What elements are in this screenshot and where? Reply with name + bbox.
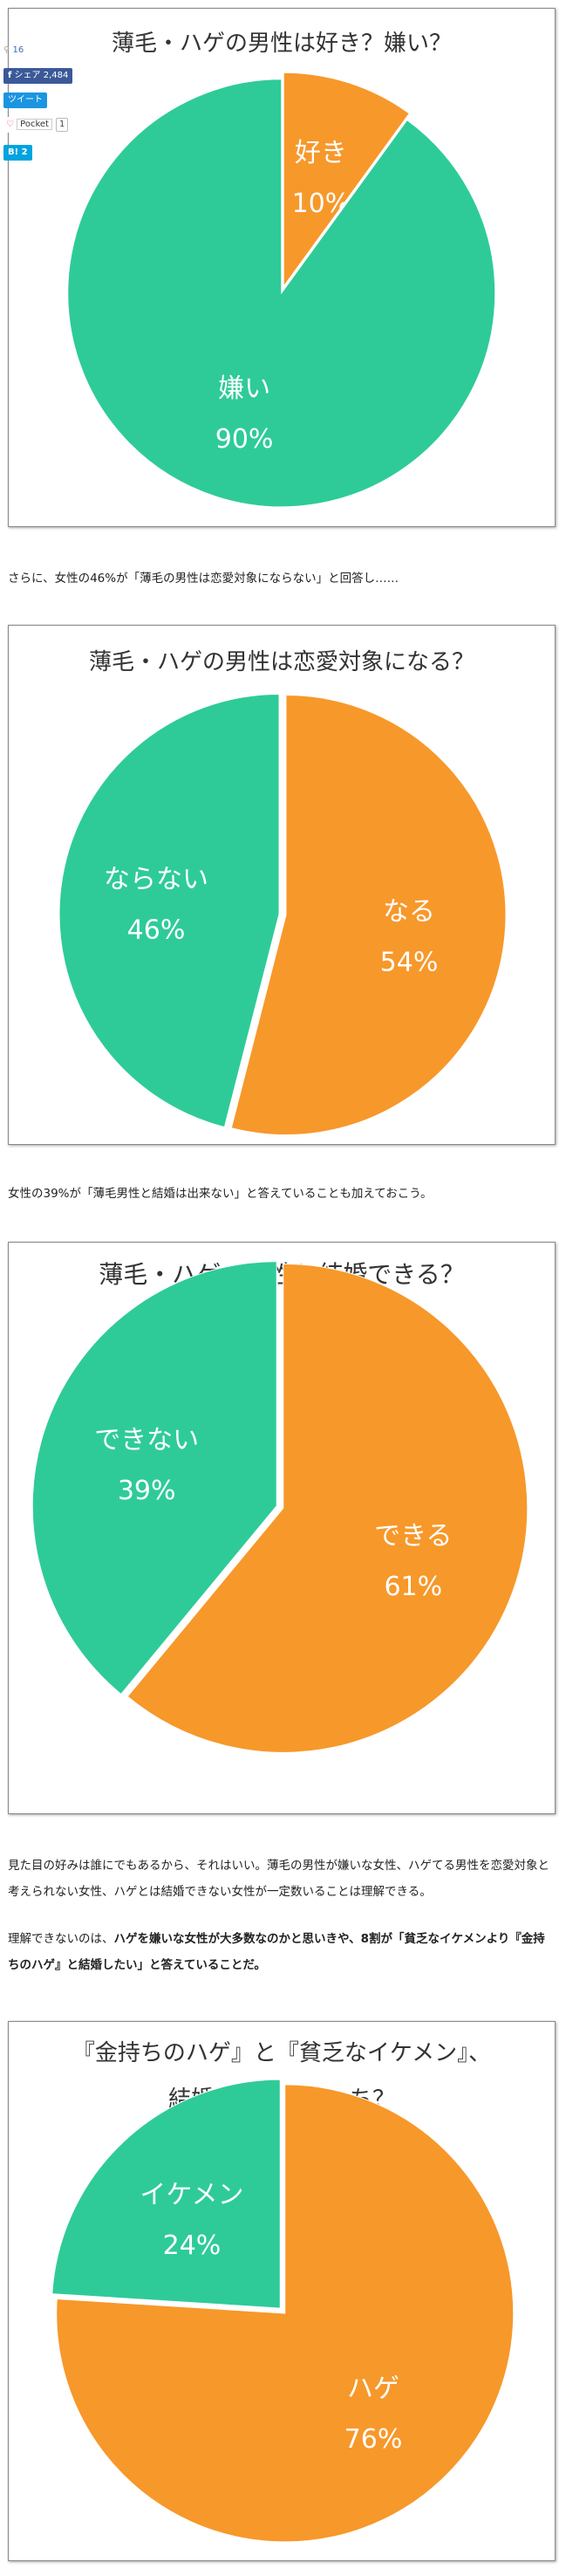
pie-slice	[56, 2084, 515, 2543]
chart: 『金持ちのハゲ』と『貧乏なイケメン』、結婚するならどっち？ハゲ76%イケメン24…	[51, 2040, 515, 2543]
slice-label: なる	[383, 896, 435, 927]
pie-slice	[58, 693, 280, 1128]
text-run: 見た目の好みは誰にでもあるから、それはいい。薄毛の男性が嫌いな女性、ハゲてる男性…	[8, 1859, 549, 1899]
slice-value-label: 90%	[215, 424, 274, 455]
text-run: 女性の39%が「薄毛男性と結婚は出来ない」と答えていることも加えておこう。	[8, 1187, 433, 1201]
text-run: 理解できないのは、	[8, 1932, 114, 1946]
chart-box: 薄毛・ハゲの男性は好き？嫌い？ 好き 10% 嫌い 90%	[8, 8, 556, 527]
tweet-button[interactable]: ツイート	[3, 92, 47, 108]
facebook-label: シェア	[14, 71, 41, 80]
pie-slice	[31, 1261, 277, 1696]
pie-slice	[230, 695, 507, 1135]
chart-title: 『金持ちのハゲ』と『貧乏なイケメン』、	[72, 2040, 491, 2066]
slice-label: イケメン	[140, 2180, 243, 2210]
hatena-button[interactable]: B! 2	[3, 145, 32, 161]
chart-title: 薄毛・ハゲの男性は恋愛対象になる？	[89, 649, 474, 675]
paragraph: さらに、女性の46%が「薄毛の男性は恋愛対象にならない」と回答し……	[8, 565, 556, 592]
chart-title: 薄毛・ハゲの男性と結婚できる？	[99, 1260, 464, 1289]
slice-label: ハゲ	[347, 2374, 399, 2404]
share-count-text: 16	[12, 45, 24, 55]
chart-box: 薄毛・ハゲの男性は恋愛対象になる？ なる 54% ならない 46%	[8, 625, 556, 1145]
pie-slice	[67, 79, 496, 508]
slice-label: できない	[94, 1425, 199, 1456]
facebook-button[interactable]: f シェア 2,484	[3, 68, 73, 84]
paragraph: 女性の39%が「薄毛男性と結婚は出来ない」と答えていることも加えておこう。	[8, 1181, 556, 1207]
chart-title: 薄毛・ハゲの男性は好き？嫌い？	[112, 31, 452, 57]
slice-value-label: 39%	[118, 1476, 176, 1506]
facebook-count: 2,484	[43, 71, 69, 80]
paragraph: 見た目の好みは誰にでもあるから、それはいい。薄毛の男性が嫌いな女性、ハゲてる男性…	[8, 1853, 556, 1905]
chart-box: 『金持ちのハゲ』と『貧乏なイケメン』、 結婚するならどっち？ ハゲ 76% イケメン 24…	[8, 2021, 556, 2561]
pie-slice	[126, 1263, 528, 1753]
hatena-label: B!	[8, 147, 19, 157]
slice-label: 嫌い	[218, 373, 270, 404]
text-run: さらに、女性の46%が「薄毛の男性は恋愛対象にならない」と回答し……	[8, 572, 399, 586]
slice-label: できる	[374, 1521, 452, 1552]
pocket-button[interactable]: ♡ Pocket 1	[3, 117, 69, 133]
text-run: ハゲを嫌いな女性が大多数なのかと思いきや、8割が「貧乏なイケメンより『金持ちのハ…	[8, 1932, 545, 1972]
slice-value-label: 24%	[163, 2230, 222, 2261]
pocket-label: Pocket	[17, 119, 52, 130]
slice-value-label: 54%	[380, 947, 439, 977]
chart-box: 薄毛・ハゲの男性と結婚できる？ できる 61% できない 39%	[8, 1242, 556, 1814]
slice-value-label: 76%	[344, 2424, 403, 2455]
chart: 薄毛・ハゲの男性は恋愛対象になる？ なる 54% ならない 46%	[58, 649, 507, 1135]
slice-value-label: 61%	[384, 1572, 442, 1602]
slice-value-label: 46%	[127, 915, 186, 946]
pie-slice	[283, 72, 410, 288]
chart: 薄毛・ハゲの男性と結婚できる？ できる 61% できない 39%	[31, 1260, 528, 1753]
slice-label: ならない	[104, 865, 208, 895]
paragraph: 理解できないのは、ハゲを嫌いな女性が大多数なのかと思いきや、8割が「貧乏なイケメ…	[8, 1926, 556, 1978]
share-count: ⚲ 16	[3, 45, 24, 55]
hatena-count: 2	[21, 147, 28, 157]
pocket-count: 1	[55, 118, 69, 132]
pie-slice	[51, 2079, 281, 2309]
slice-label: 好き	[295, 138, 347, 168]
tweet-label: ツイート	[8, 95, 43, 105]
